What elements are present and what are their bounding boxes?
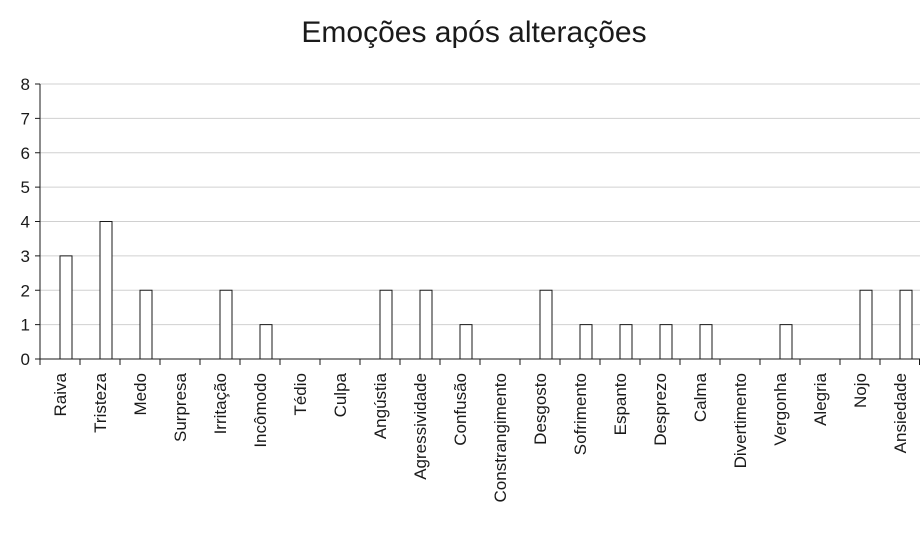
bar-12 [539, 289, 553, 360]
bar-13 [579, 324, 593, 360]
bar-21 [899, 289, 913, 360]
bar-15 [659, 324, 673, 360]
y-tick-label: 5 [21, 178, 30, 197]
y-tick-label: 0 [21, 350, 30, 369]
x-axis-tick-labels: Raiva Tristeza Medo Surpresa Irritação Incômo… [39, 359, 920, 502]
bar-2 [139, 289, 153, 360]
x-tick-label: Espanto [611, 373, 630, 435]
y-tick-label: 7 [21, 109, 30, 128]
bar-1 [99, 221, 113, 360]
x-tick-label: Alegria [811, 372, 830, 425]
x-tick-label: Calma [691, 372, 710, 422]
bar-16 [699, 324, 713, 360]
x-tick-label: Agressividade [411, 373, 430, 480]
x-tick-label: Sofrimento [571, 373, 590, 455]
x-tick-label: Ansiedade [891, 373, 910, 453]
x-tick-label: Culpa [331, 372, 350, 417]
x-tick-label: Incômodo [251, 373, 270, 448]
x-tick-label: Surpresa [171, 372, 190, 442]
bar-18 [779, 324, 793, 360]
bar-10 [459, 324, 473, 360]
bar-8 [379, 289, 393, 360]
y-tick-label: 1 [21, 316, 30, 335]
x-tick-label: Desprezo [651, 373, 670, 446]
x-tick-label: Confusão [451, 373, 470, 446]
x-tick-label: Irritação [211, 373, 230, 434]
x-tick-label: Vergonha [771, 372, 790, 445]
chart-title: Emoções após alterações [301, 16, 646, 49]
x-tick-label: Tédio [291, 373, 310, 416]
y-tick-label: 3 [21, 247, 30, 266]
x-tick-label: Angústia [371, 372, 390, 439]
y-axis-tick-labels: 0 1 2 3 4 5 6 7 8 [21, 75, 40, 369]
x-tick-label: Desgosto [531, 373, 550, 445]
gridlines [40, 83, 920, 326]
x-tick-label: Raiva [51, 372, 70, 416]
bar-4 [219, 289, 233, 360]
bar-14 [619, 324, 633, 360]
x-tick-label: Constrangimento [491, 373, 510, 502]
bar-5 [259, 324, 273, 360]
y-tick-label: 6 [21, 144, 30, 163]
y-tick-label: 8 [21, 75, 30, 94]
bar-0 [59, 255, 73, 360]
x-tick-label: Nojo [851, 373, 870, 408]
y-tick-label: 2 [21, 281, 30, 300]
y-tick-label: 4 [21, 213, 30, 232]
x-tick-label: Medo [131, 373, 150, 416]
bar-9 [419, 289, 433, 360]
bar-20 [859, 289, 873, 360]
x-tick-label: Divertimento [731, 373, 750, 468]
x-tick-label: Tristeza [91, 372, 110, 432]
